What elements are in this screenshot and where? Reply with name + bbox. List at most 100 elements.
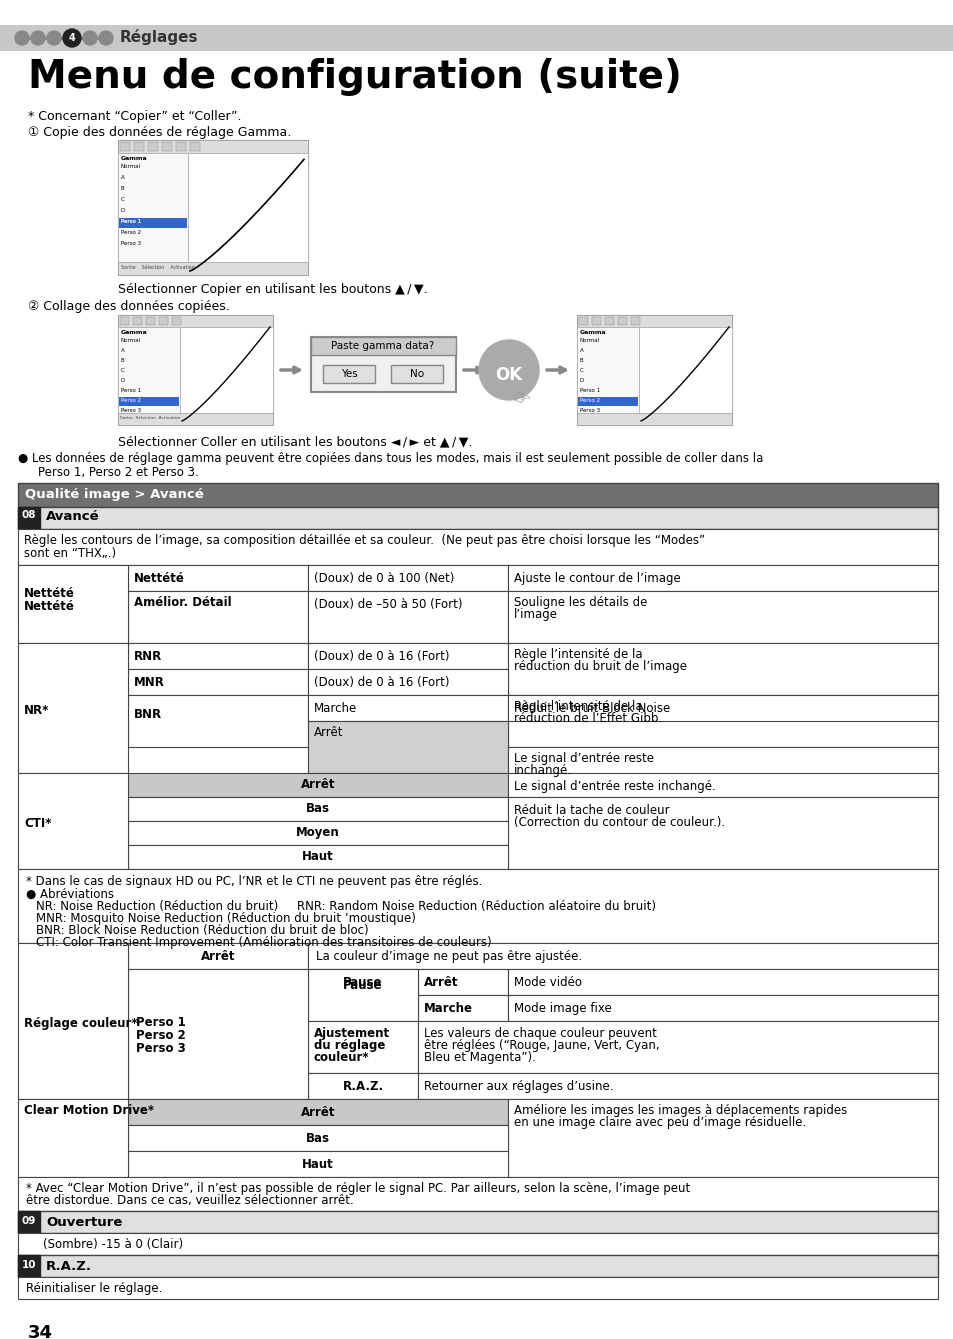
Bar [18, 773, 128, 869]
Text: Sortie    Sélection    Activation: Sortie Sélection Activation [121, 265, 194, 270]
Text: Réduit la tache de couleur: Réduit la tache de couleur [514, 803, 669, 817]
Text: être réglées (“Rouge, Jaune, Vert, Cyan,: être réglées (“Rouge, Jaune, Vert, Cyan, [423, 1039, 659, 1052]
Bar [507, 747, 937, 799]
Text: Sortie  Sélection  Activation: Sortie Sélection Activation [120, 416, 180, 420]
Text: Qualité image > Avancé: Qualité image > Avancé [25, 487, 204, 501]
Circle shape [478, 340, 538, 400]
Bar [507, 695, 937, 747]
Text: Perso 2: Perso 2 [136, 1028, 186, 1042]
Text: C: C [121, 197, 125, 202]
Text: Paste gamma data?: Paste gamma data? [331, 341, 435, 351]
Bar [18, 529, 937, 565]
Text: Règle les contours de l’image, sa composition détaillée et sa couleur.  (Ne peut: Règle les contours de l’image, sa compos… [24, 534, 704, 548]
Bar [391, 366, 442, 383]
Bar [128, 670, 308, 695]
Bar [308, 590, 507, 643]
Bar [507, 590, 937, 643]
Bar [507, 695, 937, 720]
Text: ● Les données de réglage gamma peuvent être copiées dans tous les modes, mais il: ● Les données de réglage gamma peuvent ê… [18, 453, 762, 465]
Text: en une image claire avec peu d’image résiduelle.: en une image claire avec peu d’image rés… [514, 1115, 805, 1129]
Text: Règle l’intensité de la: Règle l’intensité de la [514, 648, 642, 661]
Text: OK: OK [495, 366, 522, 384]
Text: Arrêt: Arrêt [200, 949, 235, 963]
Bar [120, 317, 129, 325]
Text: être distordue. Dans ce cas, veuillez sélectionner arrêt.: être distordue. Dans ce cas, veuillez sé… [26, 1194, 354, 1206]
Text: Réglage couleur*: Réglage couleur* [24, 1018, 137, 1030]
Bar [120, 142, 130, 151]
Text: Gamma: Gamma [121, 157, 148, 161]
Text: ☞: ☞ [509, 388, 532, 412]
Text: 08: 08 [22, 510, 36, 520]
Bar [311, 337, 456, 392]
Text: (Doux) de 0 à 100 (Net): (Doux) de 0 à 100 (Net) [314, 572, 454, 585]
Text: Perso 2: Perso 2 [579, 398, 599, 403]
Text: Bas: Bas [306, 1131, 330, 1145]
Text: Gamma: Gamma [121, 329, 148, 335]
Bar [128, 1152, 507, 1177]
Bar [507, 773, 937, 797]
Bar [118, 315, 273, 424]
Bar [630, 317, 639, 325]
Bar [18, 1099, 128, 1177]
Bar [128, 821, 507, 845]
Bar [128, 565, 308, 590]
Bar [507, 1099, 937, 1177]
Text: Moyen: Moyen [295, 826, 339, 840]
Text: Perso 3: Perso 3 [121, 408, 141, 412]
Bar [577, 412, 731, 424]
Bar [417, 969, 507, 995]
Bar [128, 943, 308, 969]
Text: Normal: Normal [121, 163, 141, 169]
Text: Haut: Haut [302, 1158, 334, 1172]
Circle shape [99, 31, 112, 46]
Text: R.A.Z.: R.A.Z. [342, 1081, 383, 1093]
Text: * Concernant “Copier” et “Coller”.: * Concernant “Copier” et “Coller”. [28, 110, 241, 123]
Text: B: B [121, 358, 125, 363]
Text: réduction de l’Effet Gibb.: réduction de l’Effet Gibb. [514, 712, 661, 724]
Bar [323, 366, 375, 383]
Text: C: C [579, 368, 583, 374]
Text: BNR: Block Noise Reduction (Réduction du bruit de bloc): BNR: Block Noise Reduction (Réduction du… [36, 924, 368, 937]
Text: D: D [579, 378, 583, 383]
Text: inchangé.: inchangé. [514, 765, 572, 777]
Text: l’image: l’image [514, 608, 558, 621]
Text: Sélectionner Copier en utilisant les boutons ▲ / ▼.: Sélectionner Copier en utilisant les bou… [118, 283, 427, 296]
Text: Réglages: Réglages [120, 29, 198, 46]
Text: Ajustement: Ajustement [314, 1027, 390, 1040]
Text: Arrêt: Arrêt [300, 1106, 335, 1119]
Text: Perso 2: Perso 2 [121, 398, 141, 403]
Text: Bleu et Magenta”).: Bleu et Magenta”). [423, 1051, 536, 1065]
Bar [578, 396, 638, 406]
Text: ① Copie des données de réglage Gamma.: ① Copie des données de réglage Gamma. [28, 126, 291, 139]
Text: MNR: MNR [133, 676, 165, 690]
Text: A: A [121, 348, 125, 353]
Bar [18, 869, 937, 943]
Text: Arrêt: Arrêt [423, 976, 458, 990]
Text: ● Abréviations: ● Abréviations [26, 888, 113, 901]
Bar [128, 797, 507, 821]
Bar [0, 25, 953, 51]
Bar [507, 995, 937, 1022]
Text: No: No [410, 370, 424, 379]
Text: Perso 1: Perso 1 [121, 388, 141, 394]
Bar [118, 141, 308, 153]
Text: Arrêt: Arrêt [300, 778, 335, 791]
Text: BNR: BNR [133, 708, 162, 720]
Bar [18, 483, 937, 507]
Bar [308, 969, 417, 995]
Bar [308, 695, 507, 720]
Bar [417, 1022, 937, 1073]
Bar [18, 507, 937, 529]
Bar [118, 315, 273, 327]
Text: NR*: NR* [24, 704, 50, 716]
Text: Gamma: Gamma [579, 329, 606, 335]
Bar [308, 670, 507, 695]
Text: (Doux) de 0 à 16 (Fort): (Doux) de 0 à 16 (Fort) [314, 649, 449, 663]
Bar [18, 1255, 40, 1277]
Bar [639, 327, 731, 424]
Bar [18, 507, 40, 529]
Text: Perso 2: Perso 2 [121, 230, 141, 236]
Text: C: C [121, 368, 125, 374]
Bar [18, 1210, 937, 1233]
Bar [18, 565, 128, 617]
